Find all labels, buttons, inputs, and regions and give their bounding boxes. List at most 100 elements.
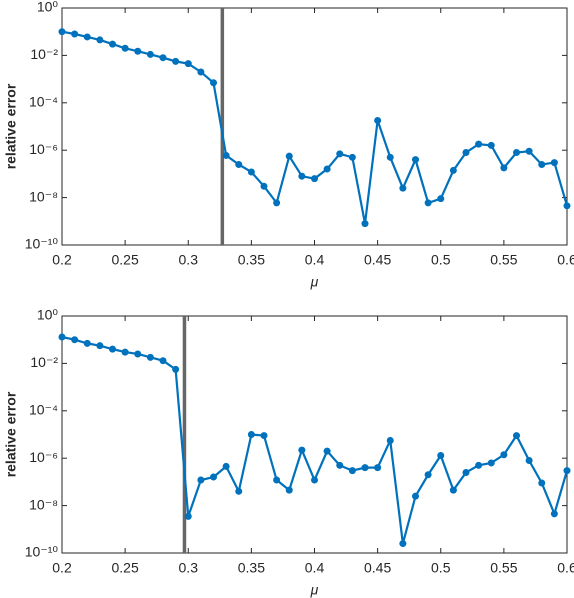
data-point (235, 487, 243, 495)
data-point (399, 184, 407, 192)
data-point (462, 468, 470, 476)
data-point (159, 357, 167, 365)
data-point (172, 365, 180, 373)
y-tick-label: 10⁻⁸ (29, 496, 58, 512)
x-tick-label: 0.35 (238, 560, 265, 576)
y-tick-label: 10⁻² (30, 46, 58, 62)
data-point (260, 432, 268, 440)
data-point (513, 148, 520, 156)
data-point (487, 141, 495, 149)
data-point (96, 342, 104, 350)
data-point (323, 447, 331, 455)
data-point (83, 339, 91, 347)
data-point (550, 159, 558, 167)
data-point (538, 479, 546, 487)
y-tick-label: 10⁰ (37, 307, 59, 323)
data-point (285, 152, 293, 160)
data-point (386, 153, 394, 161)
y-tick-label: 10⁻¹⁰ (25, 236, 59, 252)
x-tick-label: 0.4 (305, 560, 325, 576)
y-tick-label: 10⁻⁶ (29, 141, 58, 157)
data-point (222, 462, 230, 470)
data-point (235, 160, 243, 168)
data-point (424, 199, 432, 207)
data-point (146, 50, 154, 58)
data-point (374, 464, 382, 472)
data-point (197, 68, 205, 76)
data-point (323, 165, 331, 173)
data-point (58, 333, 66, 341)
data-point (71, 30, 79, 38)
data-point (462, 148, 470, 156)
data-point (399, 540, 407, 548)
data-point (134, 47, 142, 55)
data-point (500, 164, 508, 172)
data-point (260, 182, 268, 190)
data-point (475, 461, 483, 469)
x-tick-label: 0.6 (557, 560, 574, 576)
data-point (311, 175, 318, 183)
data-point (96, 36, 104, 44)
data-point (121, 348, 129, 356)
data-point (513, 432, 520, 440)
x-tick-label: 0.3 (179, 560, 199, 576)
y-axis-label: relative error (3, 83, 19, 169)
data-point (412, 492, 419, 500)
data-point (525, 147, 533, 155)
data-point (210, 473, 217, 481)
x-tick-label: 0.55 (490, 560, 517, 576)
data-point (361, 464, 369, 472)
data-point (172, 57, 180, 65)
data-point (222, 151, 230, 159)
data-point (374, 116, 382, 124)
data-point (424, 471, 432, 479)
data-point (449, 486, 457, 494)
x-tick-label: 0.6 (557, 252, 574, 268)
x-tick-label: 0.2 (52, 560, 72, 576)
data-point (475, 140, 483, 148)
data-point (109, 345, 116, 353)
data-point (336, 150, 344, 158)
y-tick-label: 10⁻⁸ (29, 188, 58, 204)
x-tick-label: 0.2 (52, 252, 72, 268)
y-tick-label: 10⁻² (30, 354, 58, 370)
x-axis-label: μ (310, 274, 319, 290)
x-tick-label: 0.5 (431, 252, 451, 268)
data-point (311, 476, 318, 484)
data-point (563, 202, 571, 210)
data-point (71, 336, 79, 344)
data-point (412, 156, 419, 164)
data-point (109, 40, 116, 48)
x-tick-label: 0.45 (364, 560, 391, 576)
data-point (83, 33, 91, 41)
data-point (210, 79, 217, 87)
y-axis-label: relative error (3, 391, 19, 477)
x-tick-label: 0.55 (490, 252, 517, 268)
data-point (285, 486, 293, 494)
data-point (550, 510, 558, 518)
x-tick-label: 0.25 (112, 560, 139, 576)
y-tick-label: 10⁻⁶ (29, 449, 58, 465)
data-point (449, 166, 457, 174)
plot-area (61, 7, 568, 246)
data-point (348, 153, 356, 161)
y-tick-label: 10⁻¹⁰ (25, 544, 59, 560)
data-point (121, 44, 129, 52)
data-point (437, 451, 445, 459)
data-point (247, 431, 255, 438)
data-point (273, 476, 281, 484)
data-point (437, 195, 445, 203)
data-point (386, 436, 394, 444)
y-tick-label: 10⁻⁴ (29, 94, 58, 110)
data-point (487, 459, 495, 467)
x-tick-label: 0.4 (305, 252, 325, 268)
x-tick-label: 0.5 (431, 560, 451, 576)
y-tick-label: 10⁰ (37, 0, 59, 15)
data-point (538, 160, 546, 168)
y-tick-label: 10⁻⁴ (29, 402, 58, 418)
data-point (336, 461, 344, 469)
data-point (525, 456, 533, 464)
data-point (273, 199, 281, 207)
data-point (134, 350, 142, 358)
